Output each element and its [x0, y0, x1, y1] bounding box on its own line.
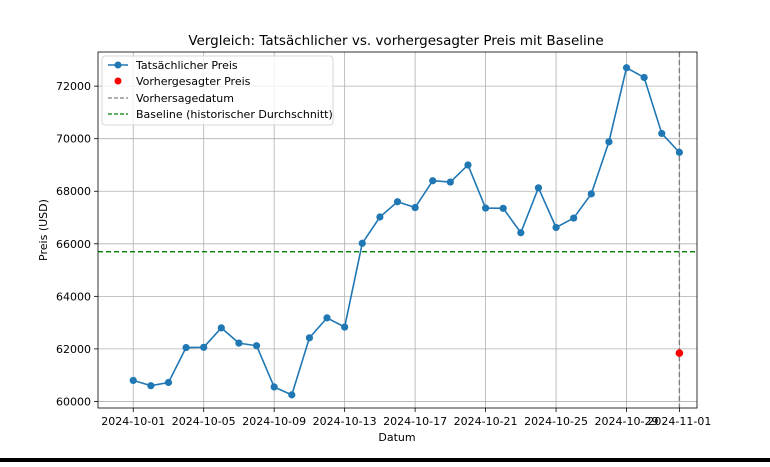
- actual-price-line: [133, 66, 680, 396]
- x-tick-label: 2024-10-01: [101, 415, 165, 428]
- actual-price-point: [164, 378, 173, 387]
- legend-box: [101, 55, 334, 126]
- y-tick-label: 60000: [56, 395, 91, 408]
- bottom-border: [0, 458, 770, 462]
- actual-price-point: [552, 223, 560, 232]
- x-tick-label: 2024-11-01: [647, 415, 711, 428]
- actual-price-point: [129, 376, 137, 385]
- legend-label-baseline: Baseline (historischer Durchschnitt): [136, 108, 333, 121]
- legend-marker-actual-dot: [114, 61, 122, 69]
- legend-label-predicted: Vorhergesagter Preis: [136, 75, 251, 88]
- legend-label-actual: Tatsächlicher Preis: [135, 59, 238, 72]
- actual-price-point: [411, 203, 419, 212]
- actual-price-point: [323, 314, 331, 322]
- actual-price-point: [446, 178, 454, 186]
- x-tick-label: 2024-10-05: [172, 415, 236, 428]
- actual-price-point: [147, 382, 155, 390]
- predicted-price-point: [675, 349, 684, 357]
- reference-lines: [98, 52, 697, 408]
- y-tick-label: 62000: [56, 343, 91, 356]
- y-tick-label: 68000: [56, 185, 91, 198]
- actual-price-point: [288, 391, 296, 399]
- actual-price-point: [622, 64, 631, 72]
- actual-price-point: [675, 148, 683, 156]
- actual-price-point: [464, 161, 472, 169]
- y-tick-label: 66000: [56, 238, 91, 251]
- y-tick-label: 72000: [56, 80, 91, 93]
- x-tick-label: 2024-10-29: [595, 415, 659, 428]
- actual-price-point: [341, 323, 349, 331]
- actual-price-point: [605, 138, 613, 146]
- actual-price-point: [376, 213, 384, 221]
- legend-label-forecast-date: Vorhersagedatum: [136, 92, 234, 105]
- actual-price-point: [640, 73, 648, 82]
- x-axis-ticks: 2024-10-01 2024-10-05 2024-10-09 2024-10-13…: [101, 408, 711, 428]
- actual-price-point: [517, 229, 525, 237]
- actual-price-point: [235, 339, 243, 347]
- x-tick-label: 2024-10-17: [383, 415, 447, 428]
- actual-price-point: [252, 342, 261, 350]
- y-tick-label: 70000: [56, 133, 91, 146]
- actual-price-point: [217, 324, 225, 332]
- x-tick-label: 2024-10-13: [313, 415, 377, 428]
- actual-price-point: [182, 343, 190, 352]
- actual-price-point: [305, 334, 314, 342]
- actual-price-point: [200, 343, 208, 351]
- y-tick-label: 64000: [56, 290, 91, 303]
- actual-price-point: [658, 129, 666, 138]
- grid: [98, 52, 697, 408]
- actual-price-point: [534, 184, 543, 192]
- x-tick-label: 2024-10-21: [454, 415, 518, 428]
- legend: Tatsächlicher Preis Vorhergesagter Preis…: [101, 55, 334, 126]
- y-axis-ticks: 60000 62000 64000 66000 68000 70000 72000: [56, 80, 98, 408]
- actual-price-point: [499, 204, 507, 212]
- plot-area-frame: [97, 51, 698, 409]
- x-tick-label: 2024-10-09: [242, 415, 306, 428]
- chart-title: Vergleich: Tatsächlicher vs. vorhergesag…: [188, 33, 603, 49]
- series: [129, 64, 684, 399]
- actual-price-point: [393, 198, 402, 206]
- actual-price-point: [270, 383, 278, 391]
- actual-price-point: [358, 239, 366, 247]
- legend-marker-predicted: [114, 77, 122, 85]
- actual-price-point: [481, 204, 490, 212]
- y-axis-label: Preis (USD): [37, 199, 50, 261]
- actual-price-point: [587, 190, 595, 198]
- actual-price-point: [570, 214, 578, 222]
- x-tick-label: 2024-10-25: [524, 415, 588, 428]
- actual-price-point: [429, 177, 437, 185]
- x-axis-label: Datum: [378, 431, 415, 444]
